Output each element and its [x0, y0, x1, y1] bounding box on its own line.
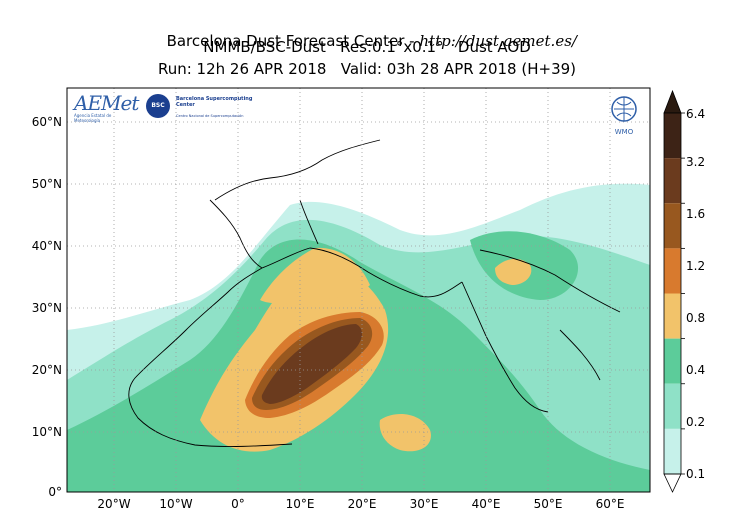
colorbar-over-arrow [663, 89, 682, 114]
dust-fields [67, 183, 650, 492]
colorbar-segment [664, 428, 681, 474]
lat-label-30n: 30°N [31, 301, 62, 315]
wmo-logo: WMO [608, 94, 640, 138]
colorbar [663, 89, 685, 493]
wmo-logo-text: WMO [614, 128, 634, 136]
lon-label-40e: 40°E [471, 497, 501, 511]
lat-label-60n: 60°N [31, 115, 62, 129]
colorbar-segment [664, 248, 681, 294]
lat-label-10n: 10°N [31, 425, 62, 439]
bsc-logo-badge: BSC [146, 94, 170, 118]
wmo-globe-icon [611, 96, 637, 122]
colorbar-segment [664, 158, 681, 204]
aod-band-yellow-north [260, 247, 370, 304]
colorbar-segment [664, 203, 681, 249]
lon-label-10e: 10°E [285, 497, 315, 511]
map-border [66, 87, 651, 493]
title-line-1: Barcelona Dust Forecast Center - http://… [0, 14, 734, 50]
lon-label-50e: 50°E [533, 497, 563, 511]
colorbar-segment [664, 338, 681, 384]
colorbar-under-arrow [663, 473, 682, 493]
graticule [67, 88, 650, 492]
lat-label-50n: 50°N [31, 177, 62, 191]
aemet-logo-text: AEMet [74, 91, 139, 115]
colorbar-tick-0-1: 0.1 [686, 467, 706, 481]
bsc-logo-subtitle: Centro Nacional de Supercomputación [176, 114, 244, 118]
colorbar-tick-0-4: 0.4 [686, 363, 706, 377]
lon-label-30e: 30°E [409, 497, 439, 511]
lon-label-10w: 10°W [159, 497, 193, 511]
colorbar-tick-3-2: 3.2 [686, 155, 706, 169]
title-url: http://dust.aemet.es/ [419, 32, 577, 50]
colorbar-segment [664, 383, 681, 429]
lon-label-60e: 60°E [595, 497, 625, 511]
lon-label-20w: 20°W [97, 497, 131, 511]
colorbar-tick-6-4: 6.4 [686, 107, 706, 121]
colorbar-tick-0-8: 0.8 [686, 311, 706, 325]
title-line-3: Run: 12h 26 APR 2018 Valid: 03h 28 APR 2… [157, 60, 577, 78]
aod-band-yellow-east [495, 258, 532, 285]
lat-label-40n: 40°N [31, 239, 62, 253]
lon-label-20e: 20°E [347, 497, 377, 511]
title-prefix: Barcelona Dust Forecast Center - [166, 32, 420, 50]
colorbar-segment [664, 113, 681, 159]
colorbar-segment [664, 293, 681, 339]
colorbar-tick-1-6: 1.6 [686, 207, 706, 221]
aemet-logo-subtitle: Agencia Estatal de Meteorología [74, 113, 112, 123]
bsc-logo-name: Barcelona Supercomputing Center [176, 96, 253, 108]
bsc-logo: BSC Barcelona Supercomputing Center Cent… [146, 94, 266, 120]
coastlines [128, 139, 621, 447]
aod-band-yellow-south [379, 414, 431, 452]
lat-label-20n: 20°N [31, 363, 62, 377]
title-line-2: NMMB/BSC-Dust Res:0.1°x0.1° Dust AOD [203, 38, 531, 56]
colorbar-tick-1-2: 1.2 [686, 259, 706, 273]
colorbar-tick-0-2: 0.2 [686, 415, 706, 429]
aemet-logo: AEMet Agencia Estatal de Meteorología [74, 91, 139, 123]
aod-band-darkbrown [261, 324, 362, 404]
lat-label-0: 0° [48, 485, 62, 499]
lon-label-0: 0° [231, 497, 245, 511]
